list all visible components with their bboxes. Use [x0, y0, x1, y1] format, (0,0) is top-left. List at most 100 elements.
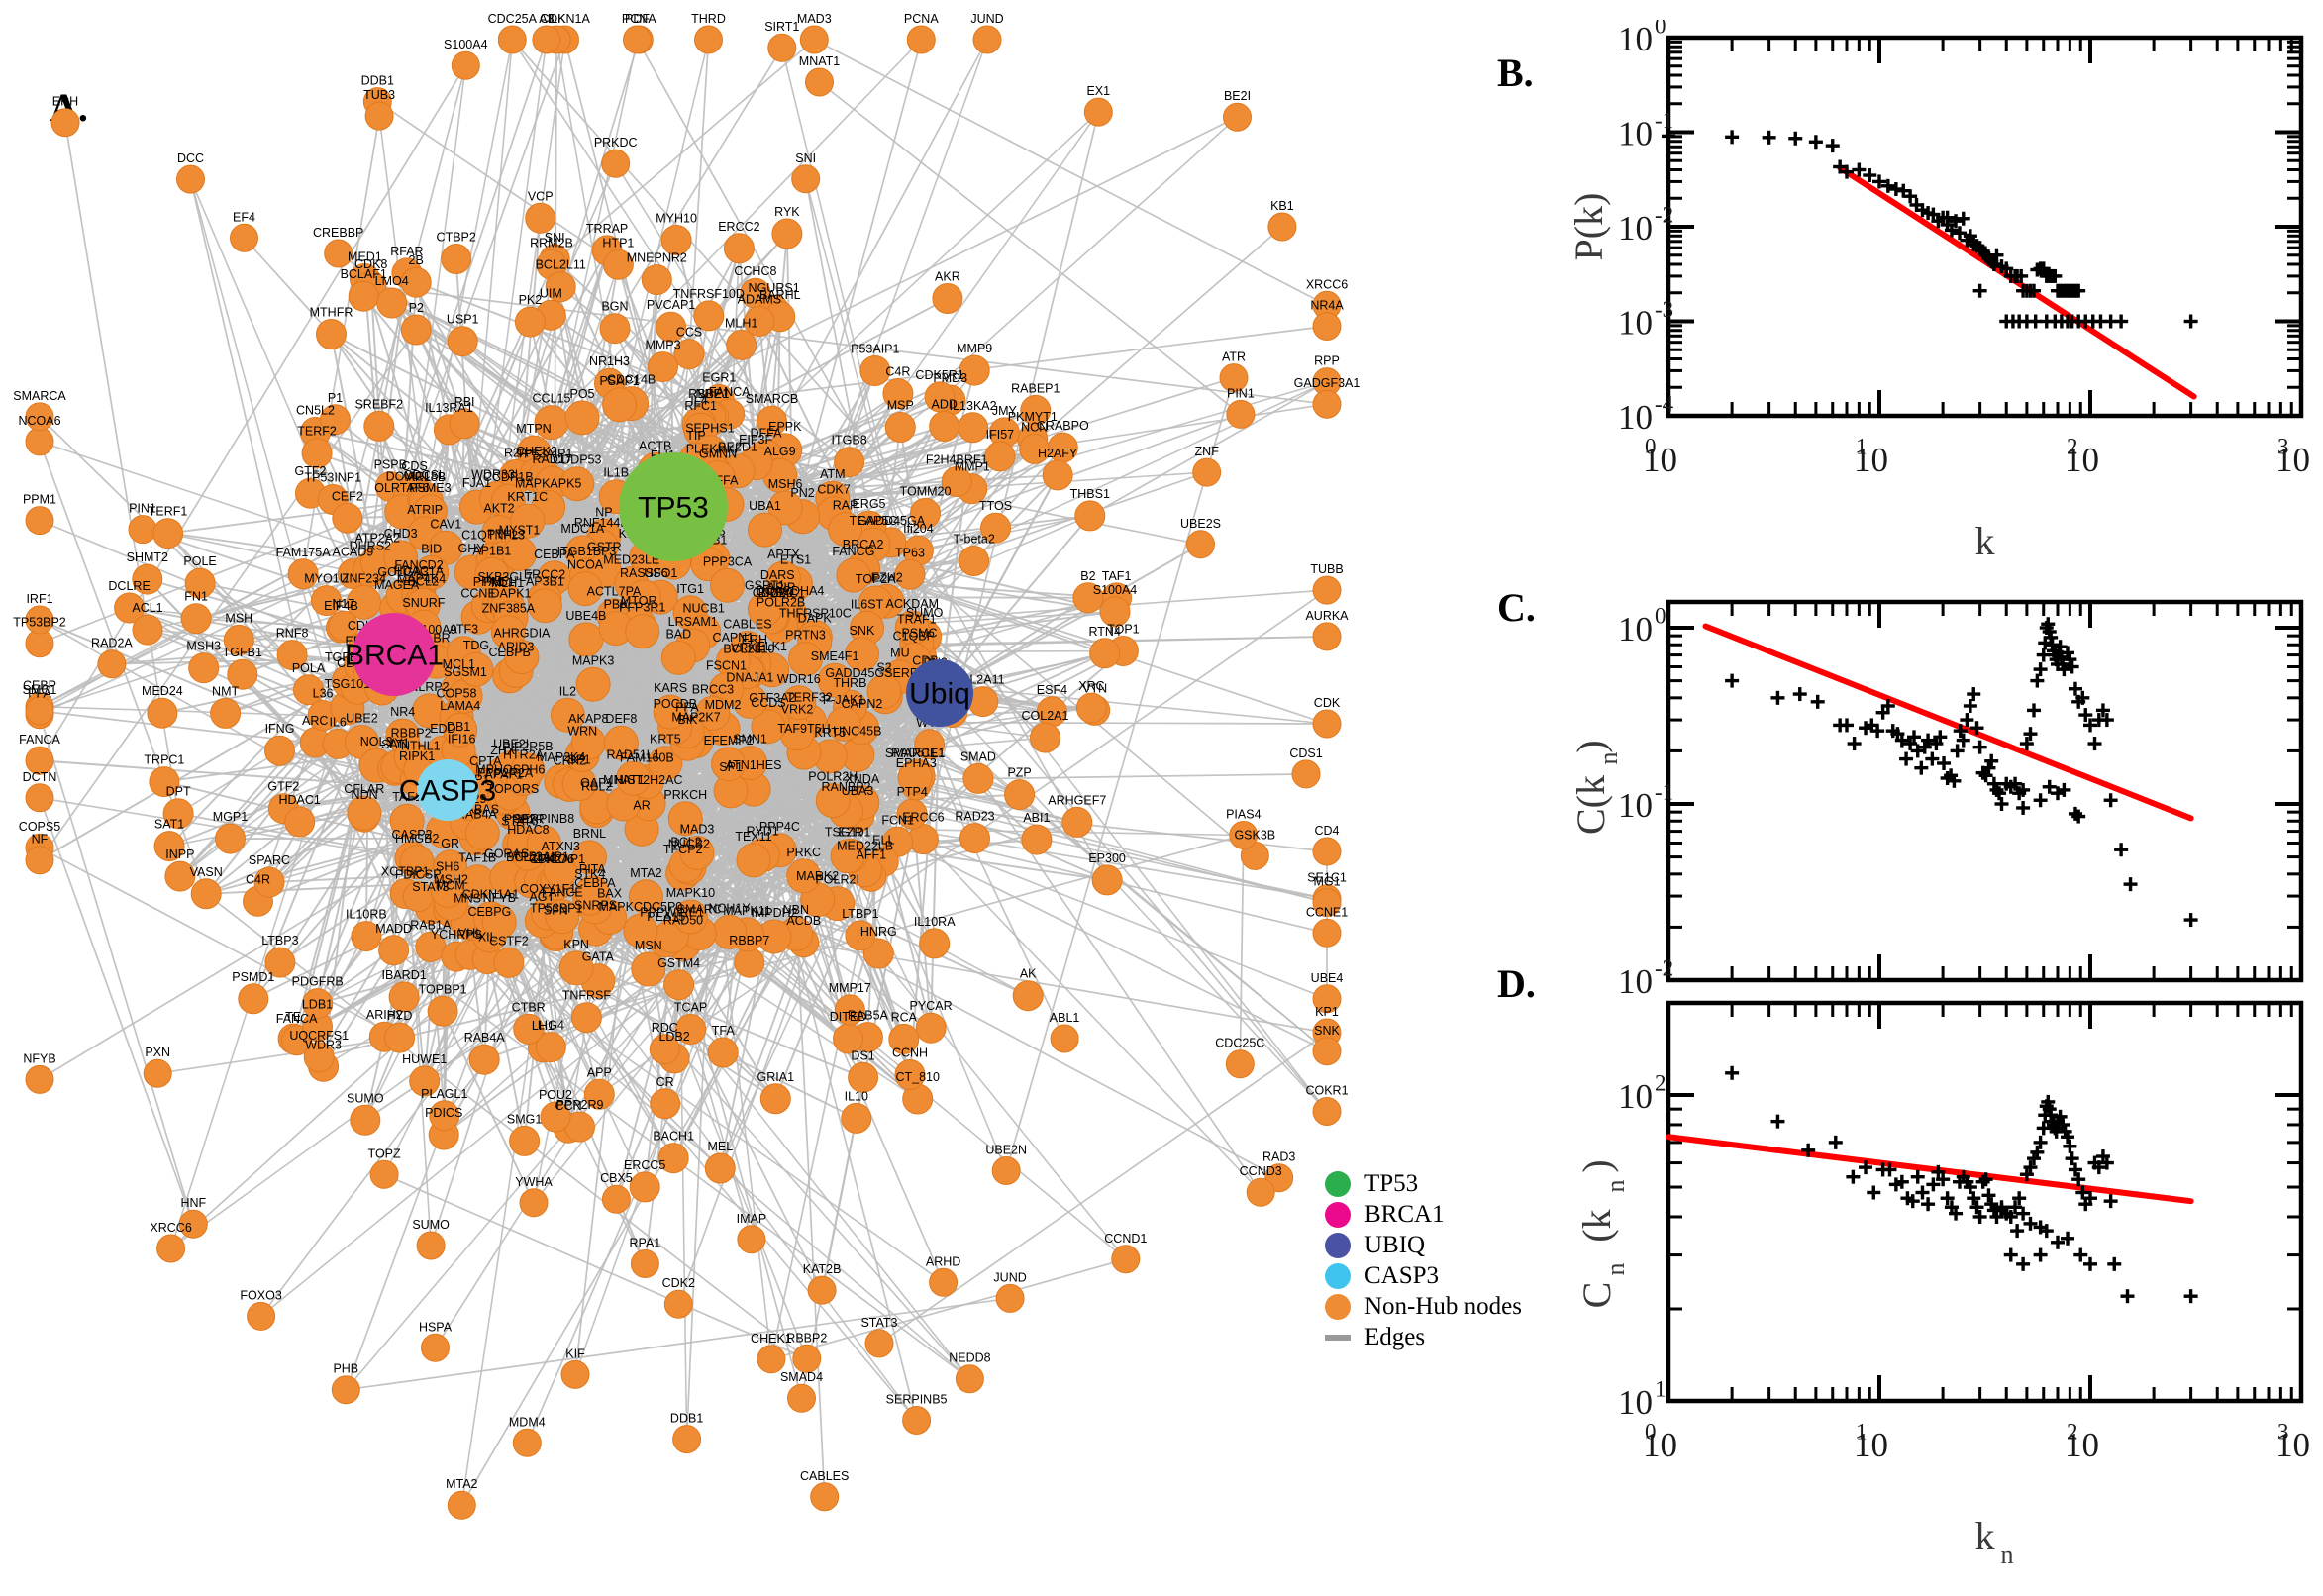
network-node[interactable]	[447, 326, 478, 357]
network-node[interactable]	[834, 447, 865, 478]
network-node[interactable]	[449, 408, 480, 440]
network-node[interactable]	[601, 1184, 631, 1214]
network-node[interactable]	[791, 164, 821, 194]
network-node[interactable]	[443, 712, 478, 748]
hub-node-ubiq[interactable]	[906, 659, 973, 727]
network-node[interactable]	[331, 1375, 360, 1405]
network-node[interactable]	[623, 913, 658, 948]
network-node[interactable]	[894, 558, 926, 590]
network-node[interactable]	[679, 836, 715, 870]
network-node[interactable]	[693, 300, 725, 332]
network-node[interactable]	[25, 427, 54, 456]
network-node[interactable]	[1229, 821, 1259, 849]
network-node[interactable]	[364, 101, 394, 131]
network-node[interactable]	[695, 695, 731, 731]
hub-nodes-layer[interactable]: TP53 BRCA1 Ubiq CASP3	[345, 452, 973, 821]
network-node[interactable]	[914, 729, 946, 760]
network-node[interactable]	[736, 843, 771, 878]
network-node[interactable]	[845, 920, 876, 951]
network-node[interactable]	[512, 1428, 542, 1457]
network-node[interactable]	[897, 759, 933, 795]
network-node[interactable]	[1312, 622, 1342, 651]
network-node[interactable]	[660, 640, 696, 675]
network-node[interactable]	[902, 1406, 932, 1435]
network-node[interactable]	[941, 466, 972, 497]
network-node[interactable]	[433, 849, 468, 885]
network-node[interactable]	[388, 981, 420, 1013]
network-node[interactable]	[429, 1100, 460, 1132]
network-node[interactable]	[805, 67, 834, 97]
network-node[interactable]	[1074, 500, 1106, 532]
network-node[interactable]	[1226, 399, 1256, 429]
network-node[interactable]	[147, 697, 178, 729]
network-node[interactable]	[567, 571, 603, 607]
network-node[interactable]	[817, 662, 853, 698]
network-node[interactable]	[564, 400, 600, 436]
network-node[interactable]	[332, 502, 363, 534]
network-node[interactable]	[1223, 102, 1252, 132]
network-node[interactable]	[545, 271, 576, 303]
network-node[interactable]	[128, 515, 157, 545]
network-node[interactable]	[303, 1042, 335, 1073]
network-node[interactable]	[583, 1078, 615, 1110]
network-node[interactable]	[458, 651, 494, 687]
network-node[interactable]	[1186, 530, 1215, 559]
network-node[interactable]	[672, 899, 708, 935]
network-node[interactable]	[1312, 575, 1342, 605]
network-node[interactable]	[350, 1104, 381, 1136]
network-node[interactable]	[525, 202, 556, 234]
legend-casp3[interactable]: CASP3	[1325, 1260, 1513, 1291]
network-node[interactable]	[932, 283, 963, 314]
network-node[interactable]	[25, 783, 54, 813]
network-node[interactable]	[653, 694, 688, 730]
network-node[interactable]	[153, 831, 185, 862]
network-node[interactable]	[293, 674, 324, 706]
network-node[interactable]	[1050, 1024, 1079, 1053]
network-node[interactable]	[132, 563, 163, 595]
network-node[interactable]	[376, 287, 408, 319]
network-node[interactable]	[929, 1267, 959, 1297]
network-node[interactable]	[1312, 389, 1342, 419]
network-node[interactable]	[991, 1156, 1021, 1185]
network-node[interactable]	[747, 591, 782, 627]
network-node[interactable]	[378, 935, 410, 966]
network-node[interactable]	[894, 1059, 926, 1090]
network-node[interactable]	[363, 410, 395, 442]
legend-brca1[interactable]: BRCA1	[1325, 1199, 1513, 1230]
network-node[interactable]	[25, 402, 54, 432]
network-node[interactable]	[180, 603, 212, 635]
network-node[interactable]	[757, 1345, 786, 1374]
network-node[interactable]	[648, 351, 678, 383]
network-node[interactable]	[650, 1088, 681, 1120]
network-node[interactable]	[726, 329, 758, 360]
network-node[interactable]	[550, 697, 585, 733]
network-node[interactable]	[757, 405, 787, 437]
network-node[interactable]	[389, 803, 425, 839]
network-node[interactable]	[481, 904, 517, 940]
network-node[interactable]	[502, 536, 537, 571]
network-node[interactable]	[509, 1125, 541, 1156]
network-node[interactable]	[787, 1383, 816, 1413]
network-node[interactable]	[25, 506, 54, 536]
network-node[interactable]	[441, 244, 472, 274]
network-node[interactable]	[1075, 692, 1107, 724]
network-node[interactable]	[660, 225, 692, 255]
network-node[interactable]	[247, 1301, 276, 1331]
network-node[interactable]	[866, 674, 902, 709]
network-node[interactable]	[980, 512, 1011, 544]
network-node[interactable]	[184, 567, 216, 599]
network-node[interactable]	[603, 725, 639, 760]
network-node[interactable]	[786, 858, 822, 894]
network-node[interactable]	[223, 624, 254, 655]
network-node[interactable]	[630, 1249, 659, 1278]
network-node[interactable]	[25, 746, 54, 775]
network-node[interactable]	[959, 546, 990, 576]
network-node[interactable]	[190, 878, 222, 910]
network-node[interactable]	[384, 1022, 416, 1053]
network-node[interactable]	[841, 1102, 872, 1134]
network-node[interactable]	[648, 746, 683, 781]
network-node[interactable]	[316, 319, 347, 349]
network-node[interactable]	[558, 950, 594, 986]
network-node[interactable]	[301, 438, 333, 469]
network-node[interactable]	[962, 762, 994, 794]
